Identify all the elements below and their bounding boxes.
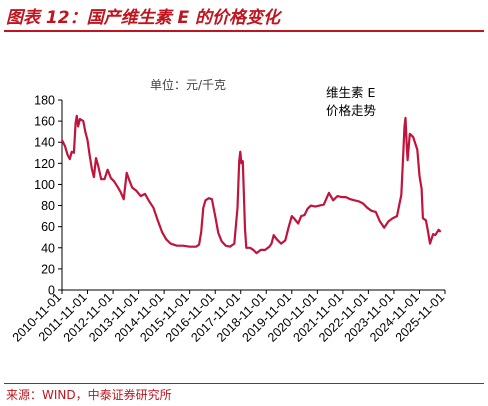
y-tick-label: 120: [34, 157, 55, 171]
y-tick-label: 100: [34, 178, 55, 192]
source-note: 来源：WIND，中泰证券研究所: [6, 388, 172, 402]
title-underline: [4, 30, 484, 32]
unit-label: 单位：元/千克: [150, 77, 226, 92]
y-tick-group: 0 20 40 60 80 100 120 140 160 180: [34, 94, 62, 298]
y-tick-label: 40: [41, 241, 55, 255]
x-tick-group: 2010-11-012011-11-012012-11-012013-11-01…: [10, 290, 447, 345]
y-tick-label: 80: [41, 199, 55, 213]
y-tick-label: 140: [34, 136, 55, 150]
legend-label-line-2: 价格走势: [326, 103, 377, 118]
legend-label-line-1: 维生素 E: [326, 85, 375, 100]
figure-title: 图表 12：国产维生素 E 的价格变化: [6, 8, 281, 28]
y-tick-label: 20: [41, 262, 55, 276]
y-tick-label: 0: [48, 284, 55, 298]
chart-axes: [61, 100, 445, 291]
y-tick-label: 180: [34, 94, 55, 108]
y-tick-label: 160: [34, 115, 55, 129]
y-tick-label: 60: [41, 220, 55, 234]
source-rule: [4, 383, 484, 384]
series-line-vitamin-e: [61, 114, 442, 255]
